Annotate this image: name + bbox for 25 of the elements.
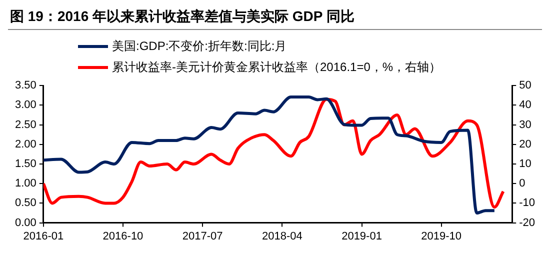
y2-tick-label: 30 <box>519 118 532 131</box>
y-tick-label: 3.50 <box>14 80 36 92</box>
y-tick-label: 1.50 <box>14 158 36 170</box>
y-tick-label: 0.00 <box>14 216 36 229</box>
y2-tick-label: -10 <box>519 197 536 210</box>
y2-tick-label: 20 <box>519 138 532 150</box>
y-tick-label: 2.00 <box>14 138 36 150</box>
y2-tick-label: -20 <box>519 216 536 229</box>
x-tick-label: 2019-10 <box>421 230 462 242</box>
y-tick-label: 1.00 <box>14 178 36 190</box>
x-tick-label: 2018-04 <box>262 230 302 242</box>
x-tick-label: 2017-07 <box>182 230 223 242</box>
y2-tick-label: 0 <box>519 178 526 190</box>
y-tick-label: 0.50 <box>14 197 36 210</box>
legend-label: 美国:GDP:不变价:折年数:同比:月 <box>112 38 287 55</box>
y2-tick-label: 40 <box>519 99 532 112</box>
x-tick-label: 2019-01 <box>342 230 382 242</box>
y-tick-label: 3.00 <box>14 99 36 112</box>
chart-title: 图 19：2016 年以来累计收益率差值与美实际 GDP 同比 <box>8 8 542 30</box>
y-tick-label: 2.50 <box>14 118 36 131</box>
legend-label: 累计收益率-美元计价黄金累计收益率（2016.1=0，%，右轴） <box>112 59 442 76</box>
x-tick-label: 2016-10 <box>102 230 144 242</box>
y2-tick-label: 10 <box>519 158 532 170</box>
y2-tick-label: 50 <box>519 80 532 92</box>
x-tick-label: 2016-01 <box>23 230 64 242</box>
